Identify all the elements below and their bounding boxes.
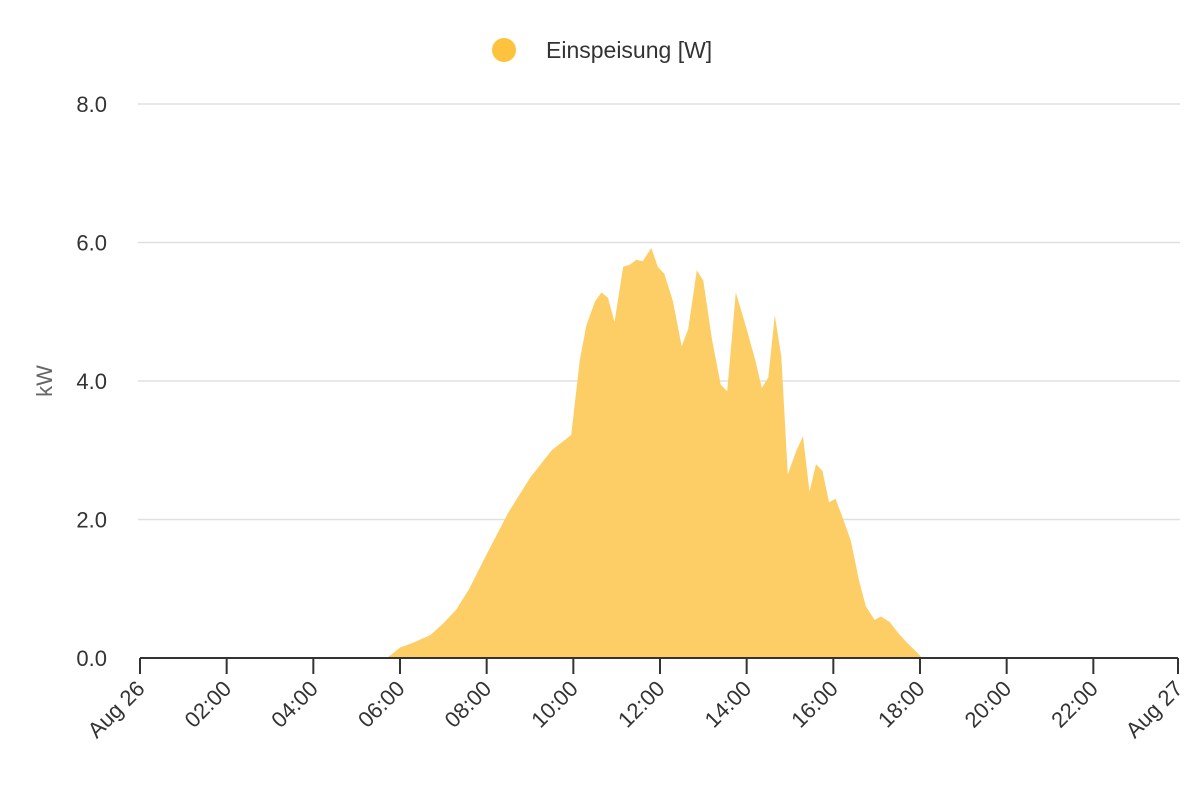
y-tick-label: 4.0	[76, 369, 107, 394]
x-tick-label: 10:00	[526, 676, 583, 733]
x-tick-label: 22:00	[1046, 676, 1103, 733]
x-axis: Aug 26 02:00 04:00 06:00 08:00 10:00 12:00 14:0…	[83, 657, 1188, 743]
x-tick-label: 08:00	[440, 676, 497, 733]
x-tick-label: 20:00	[960, 676, 1017, 733]
legend[interactable]: Einspeisung [W]	[492, 37, 712, 63]
y-tick-label: 0.0	[76, 646, 107, 671]
x-tick-label: 16:00	[786, 676, 843, 733]
x-tick-label: Aug 26	[83, 676, 150, 743]
x-tick-label: 02:00	[180, 676, 237, 733]
x-tick-label: 06:00	[353, 676, 410, 733]
x-tick-label: 04:00	[266, 676, 323, 733]
legend-swatch	[492, 38, 516, 62]
series-area-group	[140, 248, 1180, 658]
x-tick-label: 14:00	[700, 676, 757, 733]
y-tick-labels: 0.0 2.0 4.0 6.0 8.0	[76, 92, 107, 671]
y-tick-label: 6.0	[76, 231, 107, 256]
x-tick-label: Aug 27	[1121, 676, 1188, 743]
y-tick-label: 8.0	[76, 92, 107, 117]
x-tick-label: 12:00	[613, 676, 670, 733]
legend-label: Einspeisung [W]	[546, 37, 712, 63]
series-area[interactable]	[140, 248, 1180, 658]
x-tick-label: 18:00	[873, 676, 930, 733]
y-axis-title: kW	[32, 365, 57, 397]
y-tick-label: 2.0	[76, 508, 107, 533]
